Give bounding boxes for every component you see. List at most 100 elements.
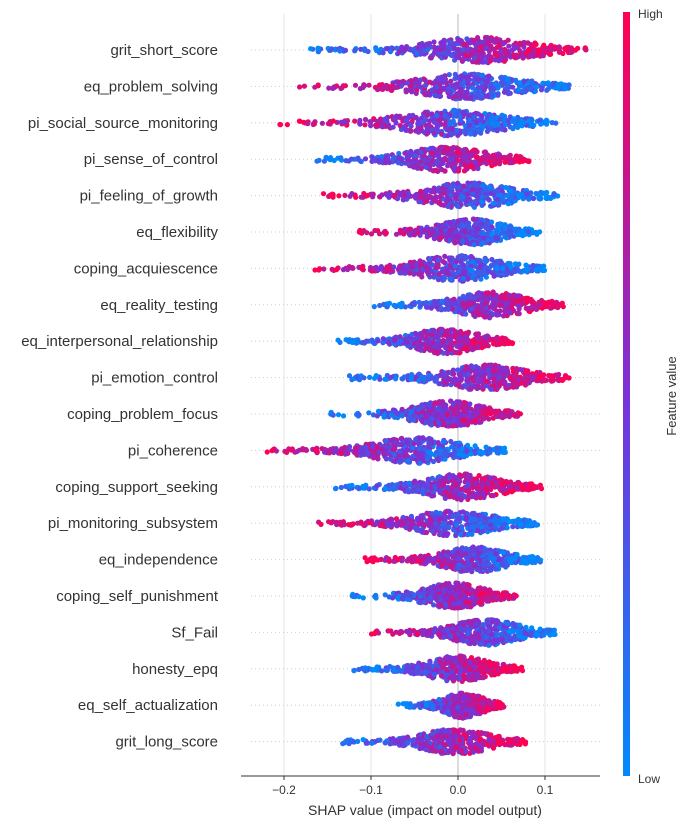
shap-point	[395, 160, 401, 166]
shap-point	[424, 187, 430, 193]
shap-point	[498, 260, 504, 266]
shap-point	[408, 78, 414, 84]
shap-point	[429, 262, 436, 268]
shap-point	[348, 156, 354, 162]
shap-point	[548, 51, 554, 57]
shap-point	[359, 340, 365, 346]
shap-point	[481, 341, 487, 347]
shap-point	[433, 349, 439, 355]
shap-point	[471, 312, 477, 318]
shap-point	[558, 377, 564, 383]
shap-point	[564, 46, 570, 52]
shap-point	[464, 239, 470, 245]
shap-point	[362, 156, 369, 162]
shap-point	[526, 118, 532, 124]
shap-point	[468, 301, 474, 307]
shap-point	[353, 194, 359, 200]
shap-point	[469, 186, 475, 192]
shap-point	[510, 118, 516, 124]
shap-point	[376, 231, 383, 237]
shap-point	[464, 89, 470, 95]
shap-point	[420, 119, 426, 125]
shap-point	[403, 46, 409, 52]
shap-point	[447, 415, 453, 421]
shap-point	[484, 35, 491, 41]
shap-point	[467, 122, 473, 128]
shap-point	[386, 300, 393, 306]
shap-point	[468, 152, 474, 158]
shap-point	[340, 413, 347, 419]
shap-point	[499, 54, 505, 60]
shap-point	[374, 445, 380, 451]
shap-point	[415, 117, 421, 123]
shap-point	[439, 131, 445, 137]
shap-point	[361, 228, 367, 234]
shap-point	[525, 229, 531, 235]
shap-point	[404, 196, 410, 202]
shap-point	[473, 154, 479, 160]
shap-point	[382, 376, 388, 382]
shap-point	[371, 375, 378, 381]
shap-point	[368, 123, 374, 129]
shap-point	[465, 442, 471, 448]
shap-point	[404, 339, 411, 345]
shap-point	[515, 87, 521, 93]
shap-point	[443, 332, 449, 338]
shap-point	[434, 125, 440, 131]
shap-point	[490, 86, 497, 92]
shap-point	[328, 47, 334, 53]
shap-point	[461, 109, 468, 115]
shap-point	[377, 82, 383, 88]
shap-point	[419, 195, 425, 201]
shap-point	[394, 196, 401, 202]
shap-point	[443, 406, 449, 412]
shap-point	[473, 418, 479, 424]
shap-point	[434, 84, 440, 90]
shap-point	[518, 230, 524, 236]
shap-point	[402, 150, 408, 156]
shap-point	[471, 37, 477, 43]
shap-point	[479, 113, 485, 119]
shap-point	[463, 52, 469, 59]
shap-point	[477, 156, 483, 162]
shap-point	[428, 55, 434, 61]
shap-point	[432, 400, 439, 406]
shap-point	[529, 304, 535, 310]
shap-point	[371, 304, 377, 310]
shap-point	[518, 297, 524, 303]
shap-point	[413, 76, 419, 82]
shap-point	[428, 305, 434, 311]
shap-point	[473, 331, 479, 337]
shap-point	[502, 366, 508, 372]
shap-point	[406, 227, 412, 233]
shap-point	[362, 116, 369, 123]
shap-point	[416, 129, 422, 135]
shap-point	[422, 263, 428, 269]
shap-point	[539, 305, 545, 311]
shap-point	[485, 231, 491, 237]
shap-point	[441, 37, 447, 44]
shap-point	[447, 121, 453, 127]
shap-point	[494, 445, 500, 451]
shap-point	[483, 59, 489, 65]
shap-point	[458, 217, 464, 223]
shap-point	[517, 154, 523, 160]
shap-point	[357, 158, 364, 164]
shap-point	[498, 412, 504, 418]
shap-point	[538, 87, 545, 93]
shap-point	[435, 406, 442, 412]
shap-point	[499, 74, 505, 80]
shap-point	[464, 164, 470, 170]
shap-point	[477, 44, 483, 50]
shap-point	[541, 267, 548, 273]
shap-point	[411, 46, 417, 52]
shap-point	[529, 80, 535, 86]
shap-point	[483, 383, 489, 389]
shap-point	[393, 231, 400, 237]
shap-point	[383, 160, 389, 166]
shap-point	[440, 439, 447, 445]
shap-point	[485, 268, 491, 274]
shap-point	[472, 295, 478, 301]
shap-point	[520, 88, 526, 94]
feature-points-coping_problem_focus	[328, 398, 524, 429]
